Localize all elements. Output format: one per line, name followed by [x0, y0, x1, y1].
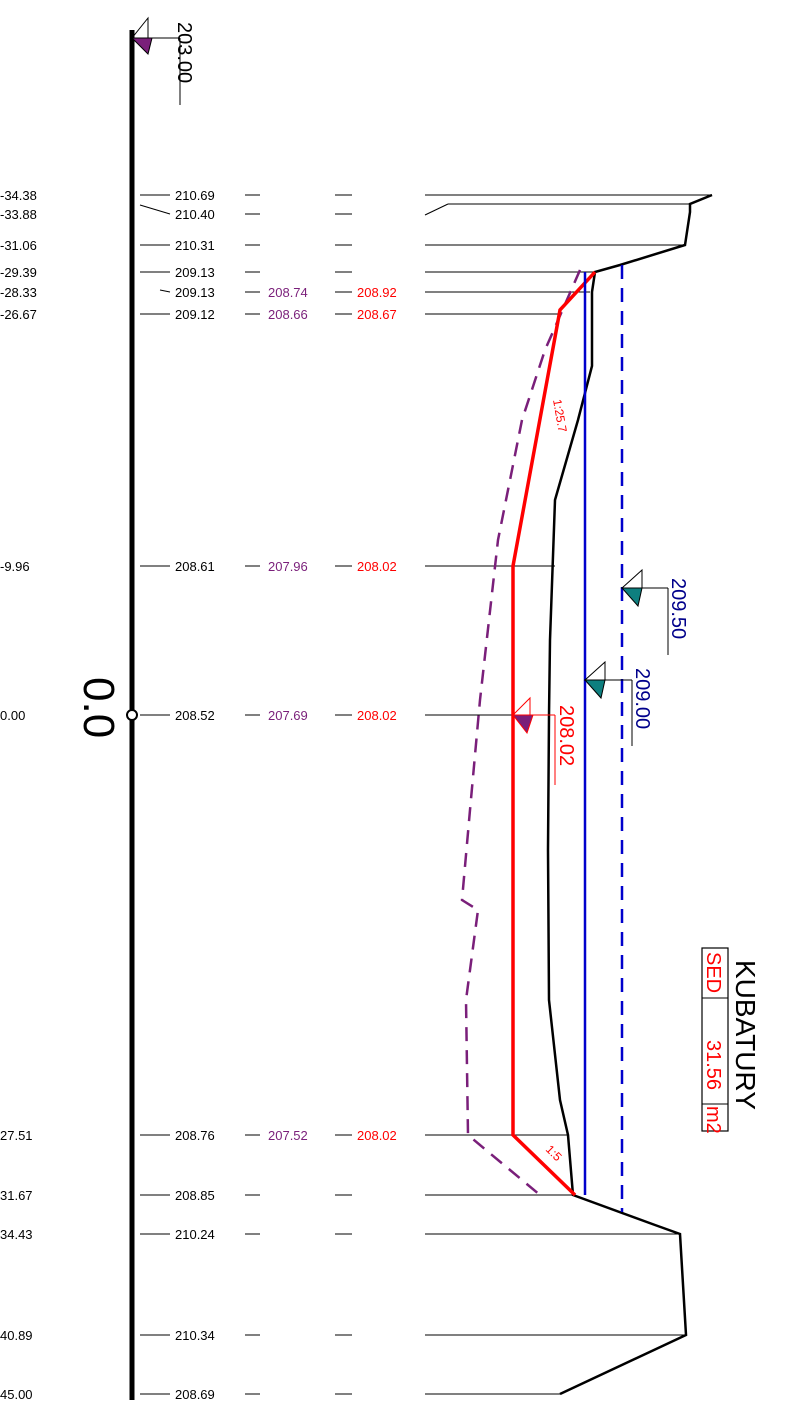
volumes-title: KUBATURY [730, 960, 761, 1110]
profile-leaders [424, 194, 712, 1395]
design-old-profile [460, 269, 582, 1196]
row-station: -26.67 [0, 307, 37, 322]
row-terrain: 209.12 [175, 307, 215, 322]
row-design-old: 207.69 [268, 708, 308, 723]
row-design-old: 208.66 [268, 307, 308, 322]
row-design: 208.02 [357, 559, 397, 574]
row-terrain: 208.76 [175, 1128, 215, 1143]
row-terrain: 208.69 [175, 1387, 215, 1402]
row-station: -28.33 [0, 285, 37, 300]
row-station: 31.67 [0, 1188, 33, 1203]
row-terrain: 210.40 [175, 207, 215, 222]
row-design: 208.67 [357, 307, 397, 322]
row-design: 208.02 [357, 708, 397, 723]
axis-label: 0.0 [74, 677, 123, 738]
row-labels: -34.38 210.69 -33.88 210.40 -31.06 210.31 -29.… [0, 188, 397, 1402]
row-station: 40.89 [0, 1328, 33, 1343]
row-station: -33.88 [0, 207, 37, 222]
volumes-unit: m2 [702, 1106, 724, 1134]
row-terrain: 210.69 [175, 188, 215, 203]
volumes-name: SED [702, 952, 724, 993]
slope-lower-label: 1:5 [543, 1142, 565, 1164]
slope-upper-label: 1:25.7 [550, 398, 570, 434]
row-design: 208.92 [357, 285, 397, 300]
axis-origin-marker [126, 709, 138, 721]
row-station: 34.43 [0, 1227, 33, 1242]
water-level-label-209-50: 209.50 [667, 578, 689, 639]
water-level-marker-209-00: 209.00 [583, 660, 653, 746]
row-design-old: 207.96 [268, 559, 308, 574]
datum-label: 203.00 [173, 22, 195, 83]
row-station: -34.38 [0, 188, 37, 203]
volumes-value: 31.56 [702, 1040, 724, 1090]
row-terrain: 209.13 [175, 265, 215, 280]
row-design-old: 208.74 [268, 285, 308, 300]
row-terrain: 208.85 [175, 1188, 215, 1203]
row-station: 27.51 [0, 1128, 33, 1143]
terrain-profile [546, 193, 713, 1396]
row-station: -9.96 [0, 559, 30, 574]
row-terrain: 210.34 [175, 1328, 215, 1343]
row-terrain: 208.61 [175, 559, 215, 574]
row-terrain: 209.13 [175, 285, 215, 300]
design-profile [511, 270, 597, 1197]
row-terrain: 208.52 [175, 708, 215, 723]
water-level-marker-209-50: 209.50 [620, 568, 689, 655]
row-station: 45.00 [0, 1387, 33, 1402]
row-design-old: 207.52 [268, 1128, 308, 1143]
row-station: -29.39 [0, 265, 37, 280]
design-level-label-208-02: 208.02 [555, 705, 577, 766]
row-station: -31.06 [0, 238, 37, 253]
row-design: 208.02 [357, 1128, 397, 1143]
row-station: 0.00 [0, 708, 25, 723]
row-terrain: 210.31 [175, 238, 215, 253]
volumes-table: KUBATURY SED 31.56 m2 [701, 947, 761, 1134]
water-level-label-209-00: 209.00 [631, 668, 653, 729]
datum-marker: 203.00 [130, 16, 195, 105]
row-terrain: 210.24 [175, 1227, 215, 1242]
design-level-marker-208-02: 208.02 [511, 696, 577, 785]
